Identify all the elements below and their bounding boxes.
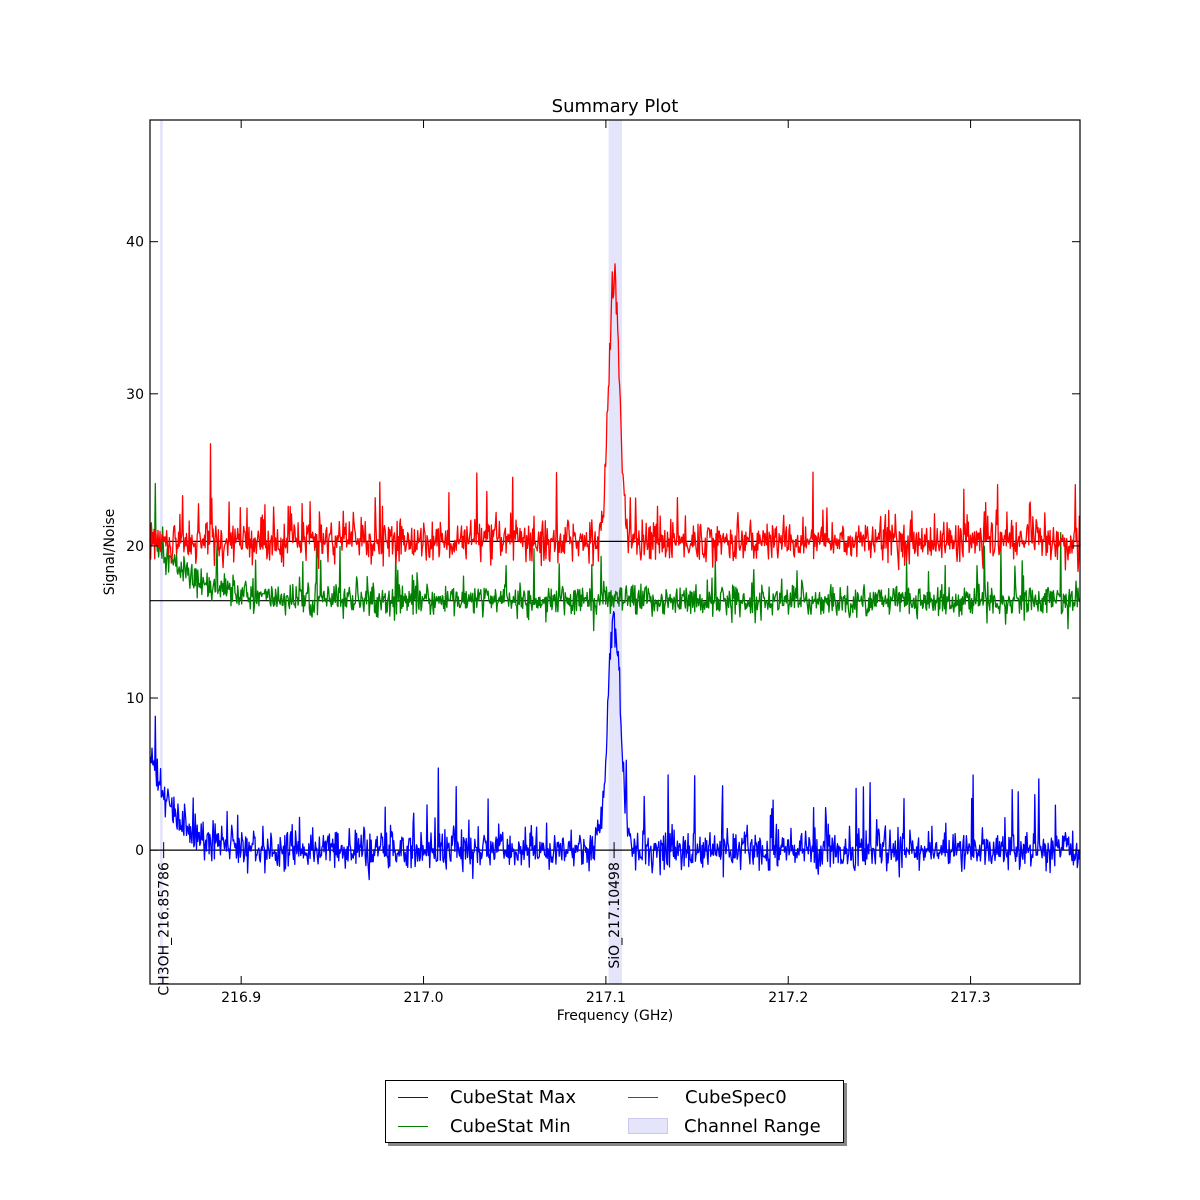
x-tick-label: 217.1	[586, 990, 626, 1006]
legend-label-cubestat-max: CubeStat Max	[450, 1086, 576, 1108]
legend-swatch-cubespec0	[628, 1096, 658, 1098]
y-tick-label: 10	[126, 691, 144, 707]
series-line-cubestat-max	[149, 611, 1081, 881]
legend-item-cubestat-max: CubeStat Max	[398, 1084, 576, 1110]
legend: CubeStat Max CubeSpec0 CubeStat Min Chan…	[385, 1080, 844, 1143]
legend-swatch-cubestat-max	[398, 1096, 428, 1098]
x-tick-label: 216.9	[221, 990, 261, 1006]
y-tick-label: 40	[126, 235, 144, 251]
y-tick-label: 20	[126, 539, 144, 555]
legend-swatch-cubestat-min	[398, 1125, 428, 1127]
legend-label-channel-range: Channel Range	[684, 1115, 821, 1137]
legend-label-cubespec0: CubeSpec0	[685, 1086, 787, 1108]
y-tick-label: 0	[135, 843, 144, 859]
x-tick-label: 217.2	[768, 990, 808, 1006]
legend-swatch-channel-range	[628, 1118, 668, 1134]
x-tick-label: 217.0	[403, 990, 443, 1006]
series-line-cubestat-min	[149, 482, 1081, 632]
line-marker-label: CH3OH_216.85786	[157, 862, 173, 996]
series-line-cubespec0	[149, 263, 1081, 573]
data-series	[149, 263, 1081, 881]
y-axis-label: Signal/Noise	[102, 509, 118, 596]
legend-item-cubespec0: CubeSpec0	[628, 1084, 787, 1110]
legend-item-cubestat-min: CubeStat Min	[398, 1113, 571, 1139]
x-tick-label: 217.3	[951, 990, 991, 1006]
x-axis-label: Frequency (GHz)	[557, 1008, 673, 1024]
legend-item-channel-range: Channel Range	[628, 1113, 821, 1139]
y-tick-label: 30	[126, 387, 144, 403]
line-markers: CH3OH_216.85786 SiO_217.10498	[157, 842, 623, 996]
plot-frame	[149, 119, 1081, 985]
legend-label-cubestat-min: CubeStat Min	[450, 1115, 571, 1137]
line-marker-label: SiO_217.10498	[607, 862, 623, 969]
chart-title: Summary Plot	[552, 96, 679, 117]
plot-axes: 216.9 217.0 217.1 217.2 217.3 0 10 20 30 40	[126, 119, 1081, 1006]
channel-range-band	[608, 120, 622, 984]
